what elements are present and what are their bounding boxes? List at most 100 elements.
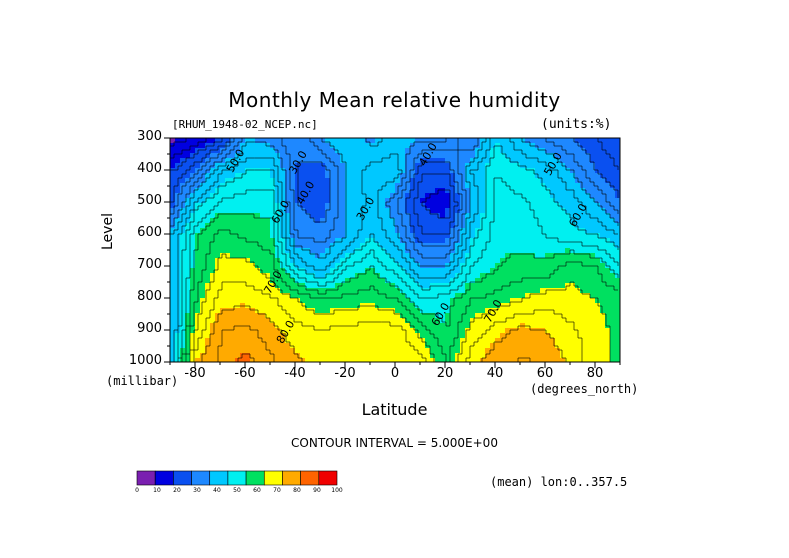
field-cell [320,353,326,359]
field-cell [340,273,346,279]
field-cell [370,138,376,144]
field-cell [270,158,276,164]
field-cell [350,298,356,304]
field-cell [180,258,186,264]
field-cell [530,318,536,324]
field-cell [340,323,346,329]
field-cell [370,248,376,254]
field-cell [375,343,381,349]
field-cell [465,248,471,254]
field-cell [270,238,276,244]
field-cell [320,288,326,294]
field-cell [410,323,416,329]
field-cell [480,213,486,219]
field-cell [530,208,536,214]
field-cell [250,223,256,229]
field-cell [255,223,261,229]
field-cell [435,243,441,249]
field-cell [415,338,421,344]
field-cell [535,278,541,284]
field-cell [565,263,571,269]
field-cell [500,243,506,249]
field-cell [515,258,521,264]
field-cell [525,163,531,169]
field-cell [600,333,606,339]
field-cell [605,168,611,174]
field-cell [590,228,596,234]
field-cell [270,283,276,289]
field-cell [515,188,521,194]
field-cell [500,263,506,269]
field-cell [440,253,446,259]
field-cell [235,223,241,229]
field-cell [590,348,596,354]
field-cell [390,358,396,363]
field-cell [195,228,201,234]
field-cell [480,228,486,234]
field-cell [430,338,436,344]
field-cell [350,138,356,144]
field-cell [315,173,321,179]
field-cell [280,148,286,154]
field-cell [225,148,231,154]
field-cell [245,223,251,229]
field-cell [425,358,431,363]
field-cell [585,253,591,259]
field-cell [355,228,361,234]
field-cell [295,348,301,354]
field-cell [210,208,216,214]
field-cell [430,278,436,284]
field-cell [330,358,336,363]
field-cell [550,278,556,284]
field-cell [600,298,606,304]
field-cell [330,228,336,234]
field-cell [545,303,551,309]
field-cell [345,208,351,214]
field-cell [600,143,606,149]
field-cell [230,293,236,299]
field-cell [590,353,596,359]
field-cell [185,153,191,159]
field-cell [475,143,481,149]
field-cell [465,323,471,329]
field-cell [280,168,286,174]
field-cell [440,353,446,359]
field-cell [275,318,281,324]
field-cell [380,203,386,209]
field-cell [275,168,281,174]
field-cell [605,358,611,363]
field-cell [205,158,211,164]
field-cell [385,198,391,204]
field-cell [485,348,491,354]
field-cell [310,258,316,264]
field-cell [300,343,306,349]
field-cell [190,328,196,334]
field-cell [405,143,411,149]
field-cell [340,268,346,274]
field-cell [270,308,276,314]
field-cell [240,228,246,234]
field-cell [325,303,331,309]
field-cell [600,263,606,269]
field-cell [270,223,276,229]
field-cell [440,338,446,344]
field-cell [285,178,291,184]
field-cell [465,298,471,304]
field-cell [480,338,486,344]
field-cell [325,223,331,229]
field-cell [365,138,371,144]
field-cell [235,203,241,209]
field-cell [180,248,186,254]
field-cell [430,198,436,204]
field-cell [580,258,586,264]
field-cell [470,303,476,309]
field-cell [495,253,501,259]
field-cell [565,143,571,149]
field-cell [495,163,501,169]
field-cell [265,333,271,339]
field-cell [210,193,216,199]
field-cell [445,333,451,339]
field-cell [190,318,196,324]
field-cell [525,288,531,294]
field-cell [440,163,446,169]
